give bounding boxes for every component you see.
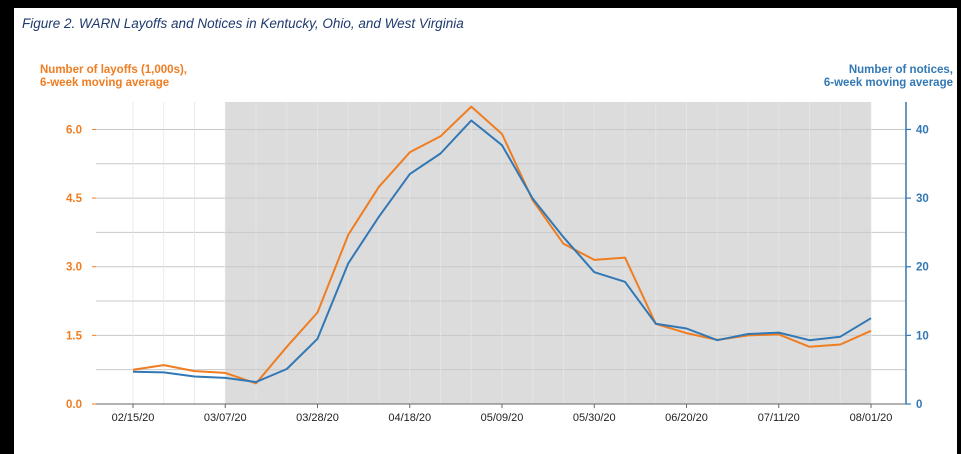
layoffs-series-line [132, 105, 872, 385]
right-axis-tick-label: 10 [916, 330, 929, 342]
shaded-region [225, 102, 871, 404]
x-axis-tick-label: 03/28/20 [296, 412, 339, 424]
left-axis-label-line2: 6-week moving average [40, 77, 170, 89]
right-axis-tick-label: 30 [916, 193, 929, 205]
left-axis-tick-label: 1.5 [66, 330, 83, 342]
right-axis-tick-label: 40 [916, 124, 929, 136]
x-axis-tick-label: 07/11/20 [758, 412, 800, 424]
x-axis-tick-label: 03/07/20 [204, 412, 247, 424]
left-axis-tick-label: 6.0 [66, 124, 82, 136]
x-axis-tick-label: 08/01/20 [850, 412, 893, 424]
x-axis-tick-label: 05/30/20 [573, 412, 616, 424]
left-axis-label: Number of layoffs (1,000s), 6-week movin… [40, 64, 187, 90]
x-axis-tick-label: 06/20/20 [665, 412, 708, 424]
right-axis-label-line2: 6-week moving average [823, 77, 953, 89]
x-axis-tick-label: 05/09/20 [481, 412, 524, 424]
x-axis-tick-label: 04/18/20 [388, 412, 431, 424]
right-axis-tick-label: 0 [916, 399, 922, 411]
left-axis-tick-label: 4.5 [66, 193, 83, 205]
right-axis-label: Number of notices, 6-week moving average [824, 64, 953, 90]
chart-title: Figure 2. WARN Layoffs and Notices in Ke… [22, 16, 464, 31]
right-axis-tick-label: 20 [916, 262, 929, 274]
left-axis-tick-label: 0.0 [66, 399, 82, 411]
left-axis-label-line1: Number of layoffs (1,000s), [40, 64, 187, 76]
left-axis-tick-label: 3.0 [66, 262, 82, 274]
right-axis-label-line1: Number of notices, [848, 64, 953, 76]
x-axis-tick-label: 02/15/20 [112, 412, 155, 424]
notices-series-line [132, 119, 872, 383]
